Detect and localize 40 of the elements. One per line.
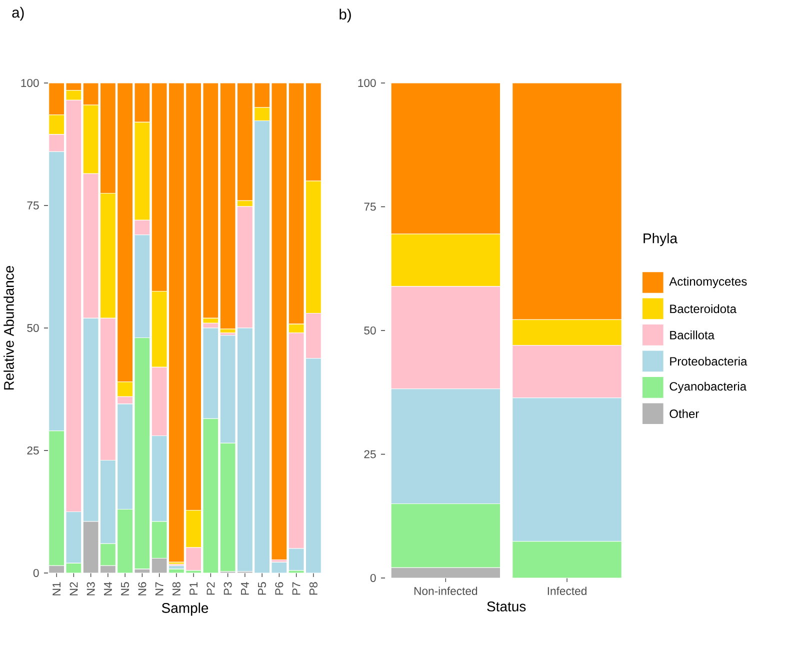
chart-title: a) — [12, 6, 24, 21]
y-tick-label: 25 — [27, 446, 39, 454]
y-tick-label: 50 — [27, 324, 39, 332]
legend-label: Other — [670, 409, 699, 418]
y-axis-title: Relative Abundance — [4, 266, 14, 390]
x-tick-label: N5 — [121, 582, 130, 596]
legend-label: Bacteroidota — [670, 304, 737, 314]
x-axis-title: Sample — [162, 602, 208, 616]
x-tick-label: N3 — [86, 582, 95, 596]
x-tick-label: P4 — [241, 582, 249, 595]
y-tick-label: 75 — [364, 202, 376, 211]
x-tick-label: N1 — [52, 582, 60, 596]
legend-title: Phyla — [644, 233, 678, 246]
y-tick-label: 100 — [21, 78, 39, 87]
chart-title: b) — [340, 8, 351, 22]
x-tick-label: N7 — [155, 582, 164, 596]
x-tick-label: P7 — [292, 582, 300, 595]
x-tick-label: P3 — [224, 582, 232, 595]
x-tick-label: Non-infected — [414, 586, 478, 596]
x-tick-label: P5 — [258, 582, 266, 595]
legend-label: Actinomycetes — [669, 276, 747, 288]
x-tick-label: N4 — [104, 582, 112, 596]
legend-label: Proteobacteria — [670, 356, 748, 366]
y-tick-label: 100 — [358, 78, 376, 87]
x-axis-title: Status — [487, 602, 526, 612]
y-tick-label: 50 — [364, 326, 376, 334]
x-tick-label: P6 — [275, 582, 284, 595]
y-tick-label: 0 — [33, 568, 39, 577]
x-tick-label: N8 — [172, 582, 180, 596]
x-tick-label: N6 — [138, 582, 146, 596]
x-tick-label: N2 — [70, 582, 78, 596]
x-tick-label: P1 — [190, 582, 198, 595]
x-tick-label: P8 — [309, 582, 318, 595]
y-tick-label: 25 — [364, 450, 376, 458]
x-tick-label: Infected — [548, 586, 586, 596]
x-tick-label: P2 — [206, 582, 215, 595]
y-tick-label: 75 — [27, 202, 39, 210]
legend-label: Cyanobacteria — [670, 382, 747, 394]
y-tick-label: 0 — [370, 574, 376, 582]
legend-label: Bacillota — [670, 330, 715, 340]
